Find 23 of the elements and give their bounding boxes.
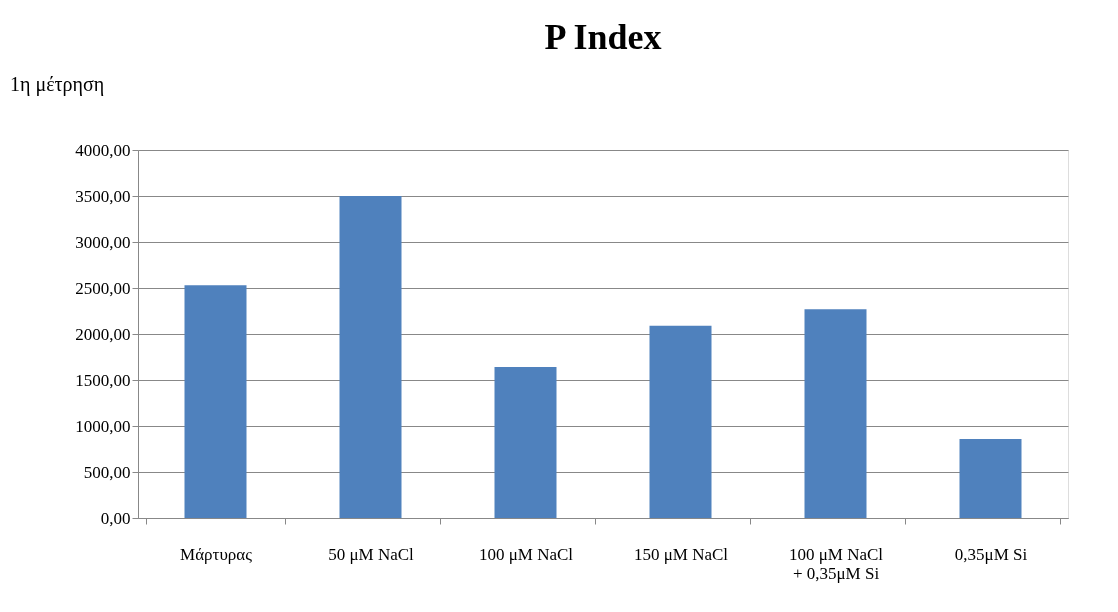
bar — [649, 325, 712, 518]
x-tick-label: 150 μM NaCl — [633, 544, 729, 564]
x-tick-label: 50 μM NaCl — [328, 544, 415, 564]
text: 1η μέτρηση — [10, 73, 105, 96]
y-tick-label: 500,00 — [83, 462, 131, 482]
chart-title: P Index — [544, 17, 662, 57]
y-tick-label: 0,00 — [100, 508, 131, 528]
y-tick-label: 1000,00 — [75, 416, 131, 436]
bar — [959, 438, 1022, 518]
x-tick-label: Μάρτυρας — [180, 544, 253, 564]
y-tick-label: 1500,00 — [75, 370, 131, 390]
x-tick-label: 100 μM NaCl — [478, 544, 574, 564]
y-tick-label: 3000,00 — [75, 232, 131, 252]
y-tick-label: 4000,00 — [75, 140, 131, 160]
bar — [804, 309, 867, 518]
x-tick-label: 0,35μM Si — [954, 544, 1028, 564]
bar — [339, 196, 402, 518]
x-tick-label: 100 μM NaCl + 0,35μM Si — [788, 544, 884, 583]
bar — [494, 367, 557, 518]
y-tick-label: 2000,00 — [75, 324, 131, 344]
y-tick-label: 2500,00 — [75, 278, 131, 298]
y-tick-label: 3500,00 — [75, 186, 131, 206]
bar — [184, 285, 247, 518]
